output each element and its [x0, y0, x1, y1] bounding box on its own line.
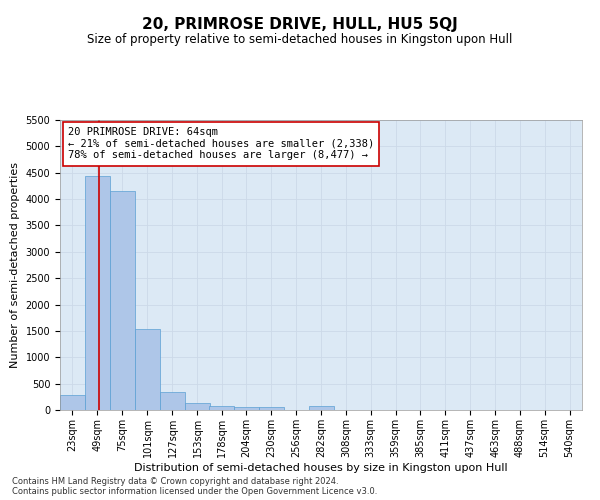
Bar	[160, 392, 185, 410]
Y-axis label: Number of semi-detached properties: Number of semi-detached properties	[10, 162, 20, 368]
Bar	[259, 407, 284, 410]
Bar	[61, 395, 85, 410]
Bar	[185, 404, 209, 410]
Bar	[235, 406, 259, 410]
Text: 20 PRIMROSE DRIVE: 64sqm
← 21% of semi-detached houses are smaller (2,338)
78% o: 20 PRIMROSE DRIVE: 64sqm ← 21% of semi-d…	[68, 127, 374, 160]
Bar	[85, 176, 110, 410]
Text: 20, PRIMROSE DRIVE, HULL, HU5 5QJ: 20, PRIMROSE DRIVE, HULL, HU5 5QJ	[142, 18, 458, 32]
Bar	[136, 329, 160, 410]
X-axis label: Distribution of semi-detached houses by size in Kingston upon Hull: Distribution of semi-detached houses by …	[134, 462, 508, 472]
Text: Size of property relative to semi-detached houses in Kingston upon Hull: Size of property relative to semi-detach…	[88, 32, 512, 46]
Text: Contains public sector information licensed under the Open Government Licence v3: Contains public sector information licen…	[12, 487, 377, 496]
Bar	[110, 191, 134, 410]
Text: Contains HM Land Registry data © Crown copyright and database right 2024.: Contains HM Land Registry data © Crown c…	[12, 477, 338, 486]
Bar	[209, 406, 233, 410]
Bar	[310, 406, 334, 410]
